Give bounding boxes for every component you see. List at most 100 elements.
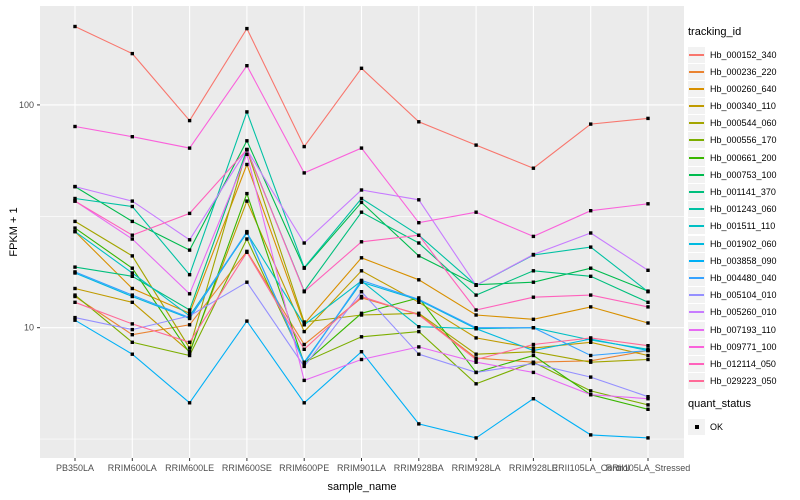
legend-item-Hb_029223_050: Hb_029223_050 [688, 373, 800, 390]
data-point [531, 269, 536, 273]
data-point [589, 433, 593, 437]
data-point [302, 265, 306, 270]
data-point [417, 241, 421, 245]
data-point [646, 353, 650, 358]
legend-line-icon [689, 208, 704, 211]
legend-item-Hb_001243_060: Hb_001243_060 [688, 201, 800, 218]
data-point [130, 333, 134, 337]
data-point [531, 280, 536, 284]
data-point [245, 191, 249, 196]
legend-line-icon [689, 105, 704, 108]
data-point [589, 375, 593, 379]
data-point [531, 361, 536, 366]
legend-item-Hb_000753_100: Hb_000753_100 [688, 166, 800, 183]
color-legend: tracking_id Hb_000152_340 Hb_000236_220 Hb… [688, 26, 800, 390]
data-point [589, 305, 593, 309]
data-point [474, 436, 478, 440]
x-tick-label: RRIM928LE [509, 463, 558, 473]
data-point [130, 274, 134, 278]
x-tick-label: RRIM600LE [165, 463, 214, 473]
data-point [474, 357, 478, 362]
data-point [245, 152, 249, 156]
data-point [130, 199, 134, 203]
data-point [359, 311, 364, 315]
data-point [589, 360, 593, 364]
legend-label: Hb_005104_010 [710, 290, 777, 301]
legend-key-swatch [688, 63, 705, 80]
legend-key-swatch [688, 46, 705, 63]
legend-label: Hb_001141_370 [710, 187, 776, 197]
legend-item-Hb_000544_060: Hb_000544_060 [688, 115, 800, 132]
legend-key-swatch [688, 218, 705, 235]
data-point [531, 346, 536, 350]
data-point [417, 329, 421, 334]
data-point [302, 342, 306, 347]
shape-legend-key [688, 418, 705, 435]
legend-label: Hb_029223_050 [710, 376, 777, 387]
data-point [646, 116, 650, 121]
data-point [130, 233, 134, 237]
legend-line-icon [689, 122, 704, 125]
legend-line-icon [689, 380, 704, 383]
legend-key-swatch [688, 355, 705, 372]
legend-item-Hb_000236_220: Hb_000236_220 [688, 63, 800, 80]
point-marker-icon [695, 424, 699, 429]
legend-label: Hb_001243_060 [710, 204, 777, 215]
data-point [302, 241, 306, 245]
data-point [187, 353, 192, 358]
color-legend-title: tracking_id [688, 26, 742, 38]
data-point [589, 245, 593, 249]
data-point [130, 51, 134, 56]
y-axis-title: FPKM + 1 [8, 207, 20, 257]
legend-line-icon [689, 276, 704, 279]
data-point [73, 300, 77, 304]
data-point [302, 290, 306, 294]
legend-key-swatch [688, 338, 705, 355]
legend-item-Hb_001902_060: Hb_001902_060 [688, 235, 800, 252]
legend-line-icon [689, 259, 704, 262]
legend-line-icon [689, 156, 704, 159]
legend-key-swatch [688, 149, 705, 166]
legend-label: Hb_000236_220 [710, 66, 777, 77]
data-point [302, 364, 306, 369]
data-point [187, 311, 192, 315]
data-point [531, 317, 536, 321]
data-point [589, 336, 593, 340]
data-point [531, 326, 536, 330]
data-point [474, 382, 478, 386]
legend-label: Hb_007193_110 [710, 324, 776, 335]
data-point [73, 315, 77, 320]
data-point [130, 340, 134, 344]
data-point [417, 325, 421, 329]
x-axis-title: sample_name [327, 481, 397, 493]
data-point [245, 139, 249, 143]
x-tick-label: RRIM901LA [337, 463, 386, 473]
legend-line-icon [689, 191, 704, 193]
data-point [589, 209, 593, 213]
legend-label: Hb_001511_110 [710, 221, 776, 232]
x-tick-label: RRIM600PE [279, 463, 329, 473]
legend-key-swatch [688, 235, 705, 252]
legend-key-swatch [688, 80, 705, 97]
data-point [187, 340, 192, 344]
data-point [187, 273, 192, 277]
data-point [646, 436, 650, 440]
data-point [302, 378, 306, 383]
data-point [589, 231, 593, 235]
data-point [130, 293, 134, 297]
data-point [359, 294, 364, 299]
data-point [73, 293, 77, 297]
data-point [187, 401, 192, 405]
data-point [130, 135, 134, 139]
data-point [130, 219, 134, 224]
data-point [73, 199, 77, 203]
legend-line-icon [689, 345, 704, 348]
data-point [589, 353, 593, 358]
data-point [359, 290, 364, 294]
data-point [474, 283, 478, 287]
data-point [73, 196, 77, 201]
legend-item-Hb_001141_370: Hb_001141_370 [688, 184, 800, 201]
data-point [646, 202, 650, 206]
legend-item-Hb_000260_640: Hb_000260_640 [688, 80, 800, 97]
